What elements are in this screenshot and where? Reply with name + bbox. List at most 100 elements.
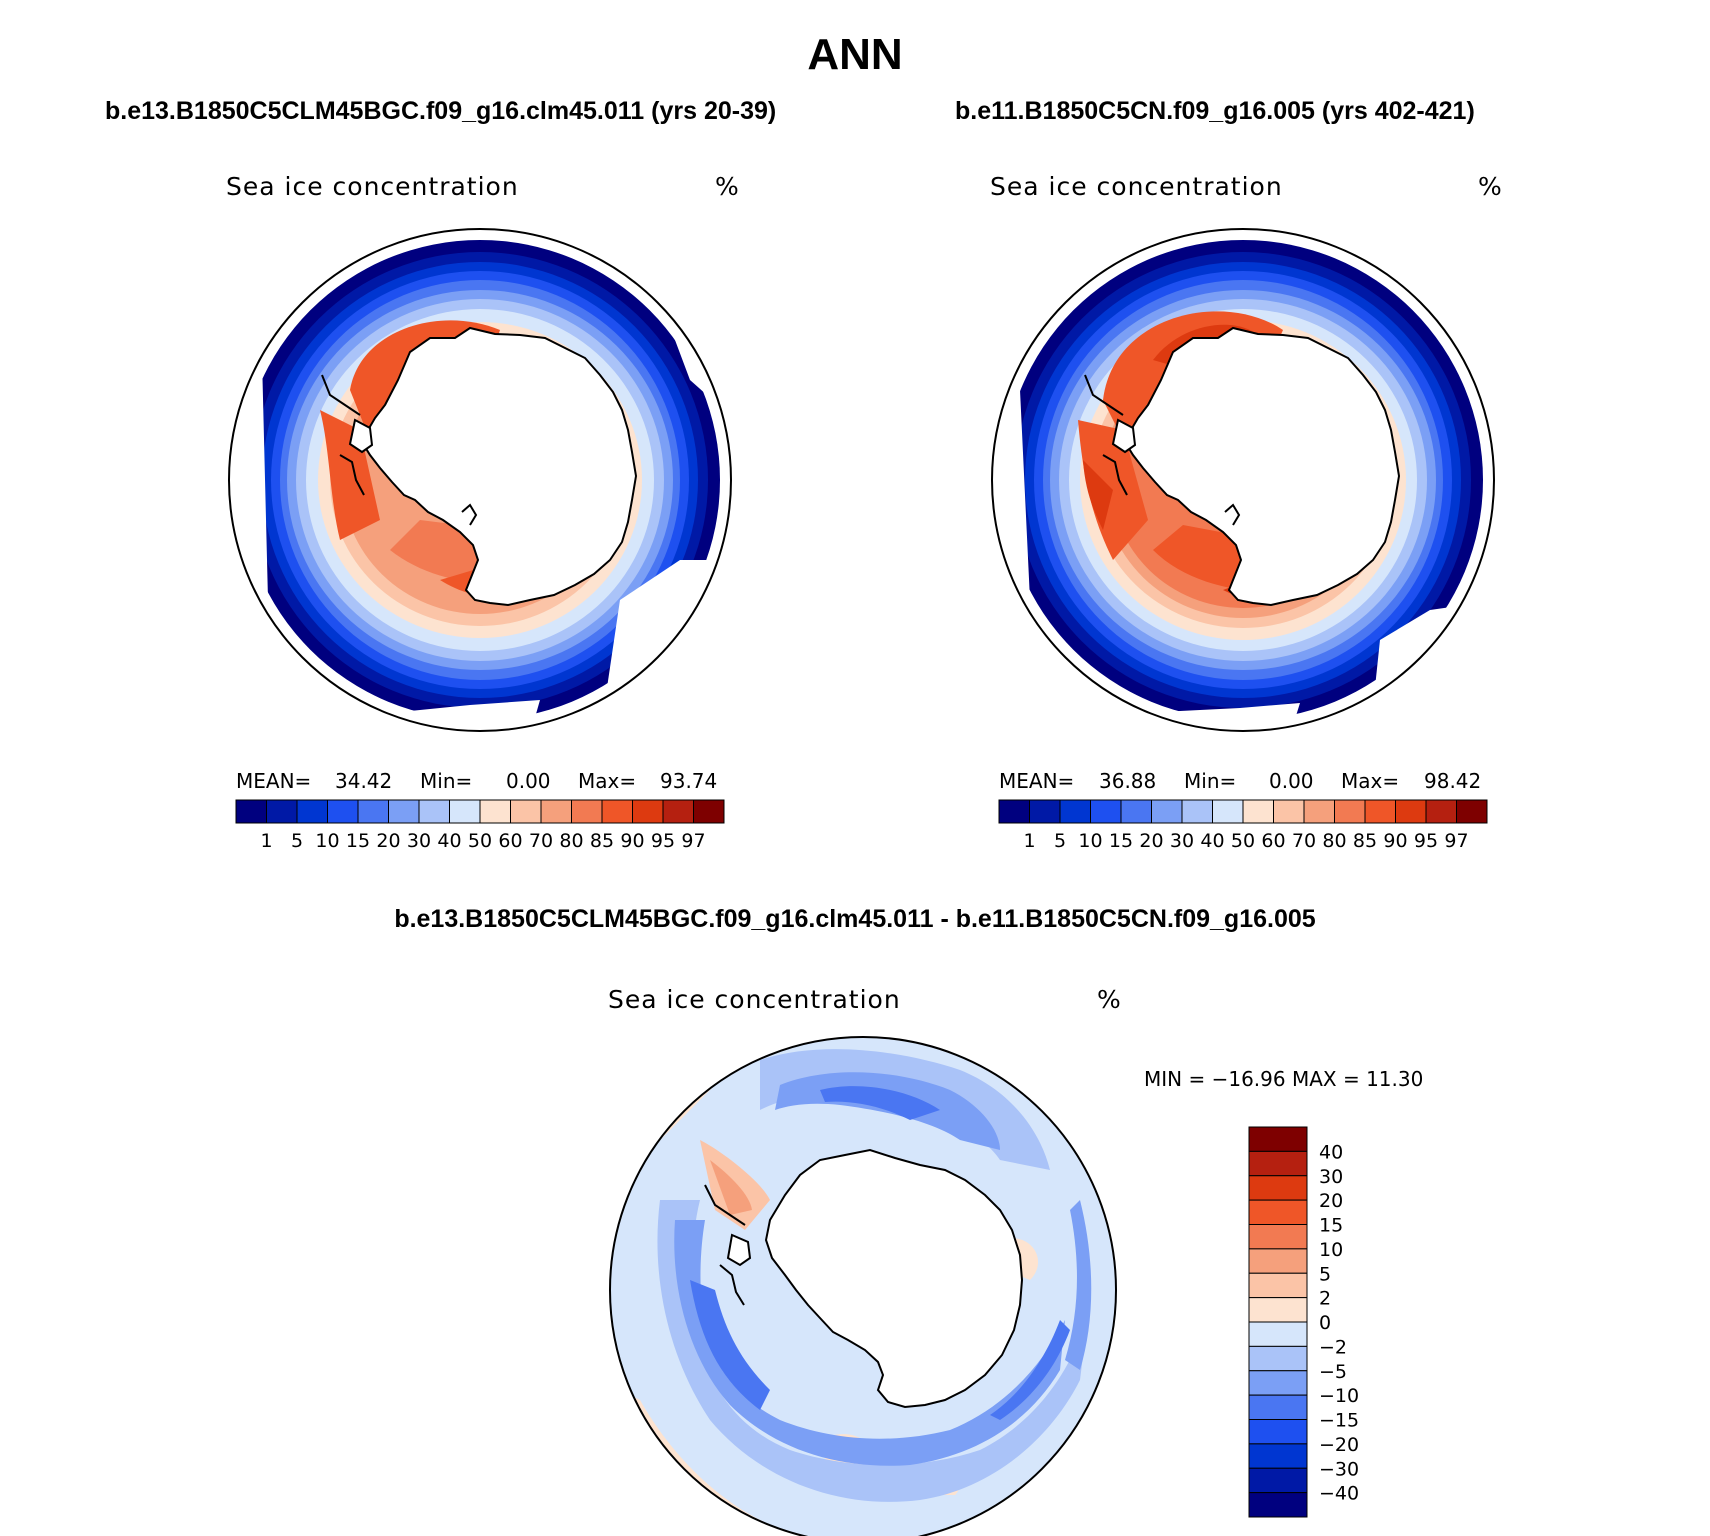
panel2-colorbar-tick-label: 70 — [1292, 830, 1316, 852]
diff-map — [609, 1036, 1117, 1536]
diff-colorbar-swatch — [1248, 1272, 1308, 1299]
diff-field-label: Sea ice concentration — [608, 985, 901, 1014]
panel1-case-title: b.e13.B1850C5CLM45BGC.f09_g16.clm45.011 … — [105, 97, 777, 125]
panel2-colorbar-swatch — [1273, 799, 1305, 824]
panel1-colorbar-swatch — [327, 799, 359, 824]
panel1-mean-value: 34.42 — [335, 769, 393, 793]
diff-colorbar-swatch — [1248, 1345, 1308, 1372]
panel2-colorbar-tick-label: 30 — [1170, 830, 1194, 852]
panel2-colorbar-tick-label: 5 — [1054, 830, 1066, 852]
panel1-min-value: 0.00 — [506, 769, 551, 793]
panel2-colorbar-tick-label: 50 — [1231, 830, 1255, 852]
diff-colorbar-swatch — [1248, 1419, 1308, 1445]
panel1-colorbar-swatch — [388, 799, 420, 824]
panel2-colorbar-tick-label: 40 — [1200, 830, 1224, 852]
diff-colorbar-tick-label: 10 — [1319, 1239, 1343, 1261]
diff-colorbar-tick-label: 5 — [1319, 1263, 1331, 1285]
panel1-colorbar-tick-label: 80 — [559, 830, 583, 852]
panel1-colorbar-swatch — [266, 799, 298, 824]
diff-colorbar-tick-label: 0 — [1319, 1312, 1331, 1334]
diff-colorbar-tick-label: 30 — [1319, 1166, 1343, 1188]
panel1-colorbar-tick-label: 70 — [529, 830, 553, 852]
panel2-colorbar-tick-label: 97 — [1444, 830, 1468, 852]
panel2-colorbar-tick-label: 60 — [1261, 830, 1285, 852]
diff-colorbar-tick-label: −5 — [1319, 1361, 1347, 1383]
panel1-colorbar-tick-label: 1 — [260, 830, 272, 852]
panel2-colorbar-swatch — [1303, 799, 1335, 824]
panel1-map — [228, 228, 732, 732]
panel2-colorbar-swatch — [998, 799, 1030, 824]
panel1-colorbar-tick-label: 30 — [407, 830, 431, 852]
panel2-colorbar-swatch — [1334, 799, 1366, 824]
panel1-colorbar-tick-label: 85 — [590, 830, 614, 852]
panel1-colorbar-tick-label: 10 — [315, 830, 339, 852]
panel2-colorbar-swatch — [1425, 799, 1457, 824]
panel2-units: % — [1478, 172, 1503, 201]
diff-colorbar-tick-label: 20 — [1319, 1190, 1343, 1212]
panel2-min-value: 0.00 — [1269, 769, 1314, 793]
diff-colorbar-tick-label: −20 — [1319, 1434, 1359, 1456]
diff-min-max: MIN = −16.96 MAX = 11.30 — [1144, 1067, 1424, 1091]
panel1-colorbar-tick-label: 97 — [681, 830, 705, 852]
diff-colorbar-tick-label: −30 — [1319, 1458, 1359, 1480]
diff-colorbar-swatch — [1248, 1370, 1308, 1396]
diff-colorbar-swatch — [1248, 1126, 1308, 1152]
panel1-colorbar-tick-label: 60 — [498, 830, 522, 852]
panel2-colorbar-tick-label: 90 — [1383, 830, 1407, 852]
panel2-colorbar-swatch — [1120, 799, 1152, 824]
panel1-colorbar-swatch — [418, 799, 450, 824]
panel2-colorbar-tick-label: 80 — [1322, 830, 1346, 852]
panel1-colorbar-swatch — [296, 799, 328, 824]
panel1-colorbar-tick-label: 15 — [346, 830, 370, 852]
panel1-colorbar-tick-label: 50 — [468, 830, 492, 852]
panel1-colorbar-swatch — [693, 799, 725, 824]
panel2-min-label: Min= — [1184, 769, 1237, 793]
panel2-colorbar-tick-label: 15 — [1109, 830, 1133, 852]
diff-colorbar-swatch — [1248, 1467, 1308, 1494]
panel1-colorbar-swatch — [540, 799, 572, 824]
panel1-colorbar-swatch — [571, 799, 603, 824]
panel2-colorbar-tick-label: 10 — [1078, 830, 1102, 852]
panel2-field-label: Sea ice concentration — [990, 172, 1283, 201]
panel2-colorbar: 1 5 10 15 20 30 40 50 60 70 80 85 90 95 97 — [998, 799, 1488, 852]
diff-colorbar-swatch — [1248, 1175, 1308, 1201]
panel2-max-value: 98.42 — [1424, 769, 1482, 793]
diff-colorbar-tick-label: −2 — [1319, 1336, 1347, 1358]
panel2-colorbar-swatch — [1090, 799, 1122, 824]
panel2-colorbar-swatch — [1364, 799, 1396, 824]
diff-colorbar-swatch — [1248, 1321, 1308, 1347]
panel2-colorbar-tick-label: 1 — [1023, 830, 1035, 852]
panel1-colorbar-tick-label: 20 — [376, 830, 400, 852]
panel2-colorbar-swatch — [1181, 799, 1213, 824]
panel2-colorbar-tick-label: 20 — [1139, 830, 1163, 852]
diff-colorbar-tick-label: −15 — [1319, 1410, 1359, 1432]
diff-colorbar-swatch — [1248, 1224, 1308, 1250]
diff-colorbar-swatch — [1248, 1492, 1308, 1518]
panel2-colorbar-swatch — [1456, 799, 1488, 824]
panel1-max-label: Max= — [578, 769, 637, 793]
diff-colorbar-tick-label: 40 — [1319, 1141, 1343, 1163]
panel1-colorbar-swatch — [601, 799, 633, 824]
figure-title: ANN — [807, 30, 903, 79]
diff-colorbar-tick-label: −10 — [1319, 1385, 1359, 1407]
panel1-colorbar-tick-label: 40 — [437, 830, 461, 852]
panel2-colorbar-swatch — [1212, 799, 1244, 824]
diff-colorbar-tick-label: −40 — [1319, 1483, 1359, 1505]
diff-case-title: b.e13.B1850C5CLM45BGC.f09_g16.clm45.011 … — [394, 905, 1316, 933]
panel1-max-value: 93.74 — [660, 769, 718, 793]
panel1-colorbar-swatch — [235, 799, 267, 824]
diff-colorbar-tick-label: 15 — [1319, 1215, 1343, 1237]
panel1-colorbar-tick-label: 90 — [620, 830, 644, 852]
panel2-colorbar-tick-label: 95 — [1414, 830, 1438, 852]
diff-units: % — [1097, 985, 1122, 1014]
panel1-colorbar-swatch — [662, 799, 694, 824]
panel1-colorbar-swatch — [632, 799, 664, 824]
panel2-max-label: Max= — [1341, 769, 1400, 793]
panel1-colorbar-swatch — [510, 799, 542, 824]
panel2-colorbar-swatch — [1395, 799, 1427, 824]
panel2-colorbar-swatch — [1029, 799, 1061, 824]
panel2-colorbar-swatch — [1059, 799, 1091, 824]
diff-colorbar-tick-label: 2 — [1319, 1288, 1331, 1310]
panel2-mean-value: 36.88 — [1099, 769, 1157, 793]
